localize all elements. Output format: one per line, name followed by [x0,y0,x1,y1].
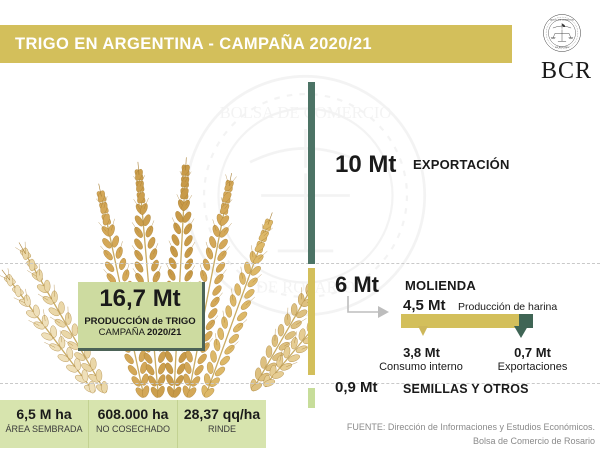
svg-text:DE ROSARIO: DE ROSARIO [555,46,569,49]
svg-text:BOLSA DE COMERCIO: BOLSA DE COMERCIO [550,19,574,22]
